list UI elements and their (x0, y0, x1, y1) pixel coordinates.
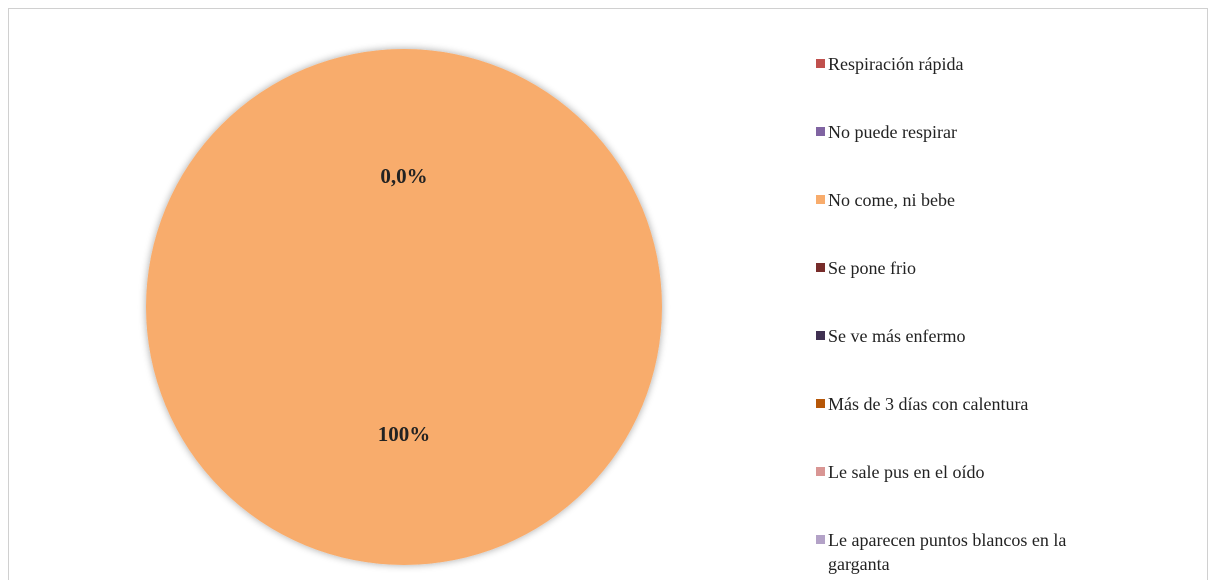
legend-label: Le sale pus en el oído (828, 462, 985, 482)
data-label: 0,0% (380, 164, 427, 188)
pie (146, 49, 662, 565)
legend-label: Se pone frio (828, 258, 916, 278)
legend-swatch (816, 127, 825, 136)
legend-label: Respiración rápida (828, 54, 964, 74)
pie-slice (146, 49, 662, 565)
legend-label: Le aparecen puntos blancos en la gargant… (828, 530, 1067, 574)
data-label: 100% (378, 422, 431, 446)
legend-swatch (816, 59, 825, 68)
legend-swatch (816, 331, 825, 340)
legend-item: No come, ni bebe (816, 188, 1086, 212)
legend-item: Respiración rápida (816, 52, 1086, 76)
legend-swatch (816, 195, 825, 204)
legend-swatch (816, 263, 825, 272)
legend-swatch (816, 399, 825, 408)
legend-swatch (816, 535, 825, 544)
chart-frame (8, 8, 1208, 580)
legend-item: Se pone frio (816, 256, 1086, 280)
legend-label: No puede respirar (828, 122, 957, 142)
legend-item: No puede respirar (816, 120, 1086, 144)
legend-swatch (816, 467, 825, 476)
legend-label: Más de 3 días con calentura (828, 394, 1029, 414)
legend-item: Le aparecen puntos blancos en la gargant… (816, 528, 1086, 576)
legend-label: No come, ni bebe (828, 190, 955, 210)
legend-item: Se ve más enfermo (816, 324, 1086, 348)
legend-item: Le sale pus en el oído (816, 460, 1086, 484)
legend-item: Más de 3 días con calentura (816, 392, 1086, 416)
legend-label: Se ve más enfermo (828, 326, 966, 346)
